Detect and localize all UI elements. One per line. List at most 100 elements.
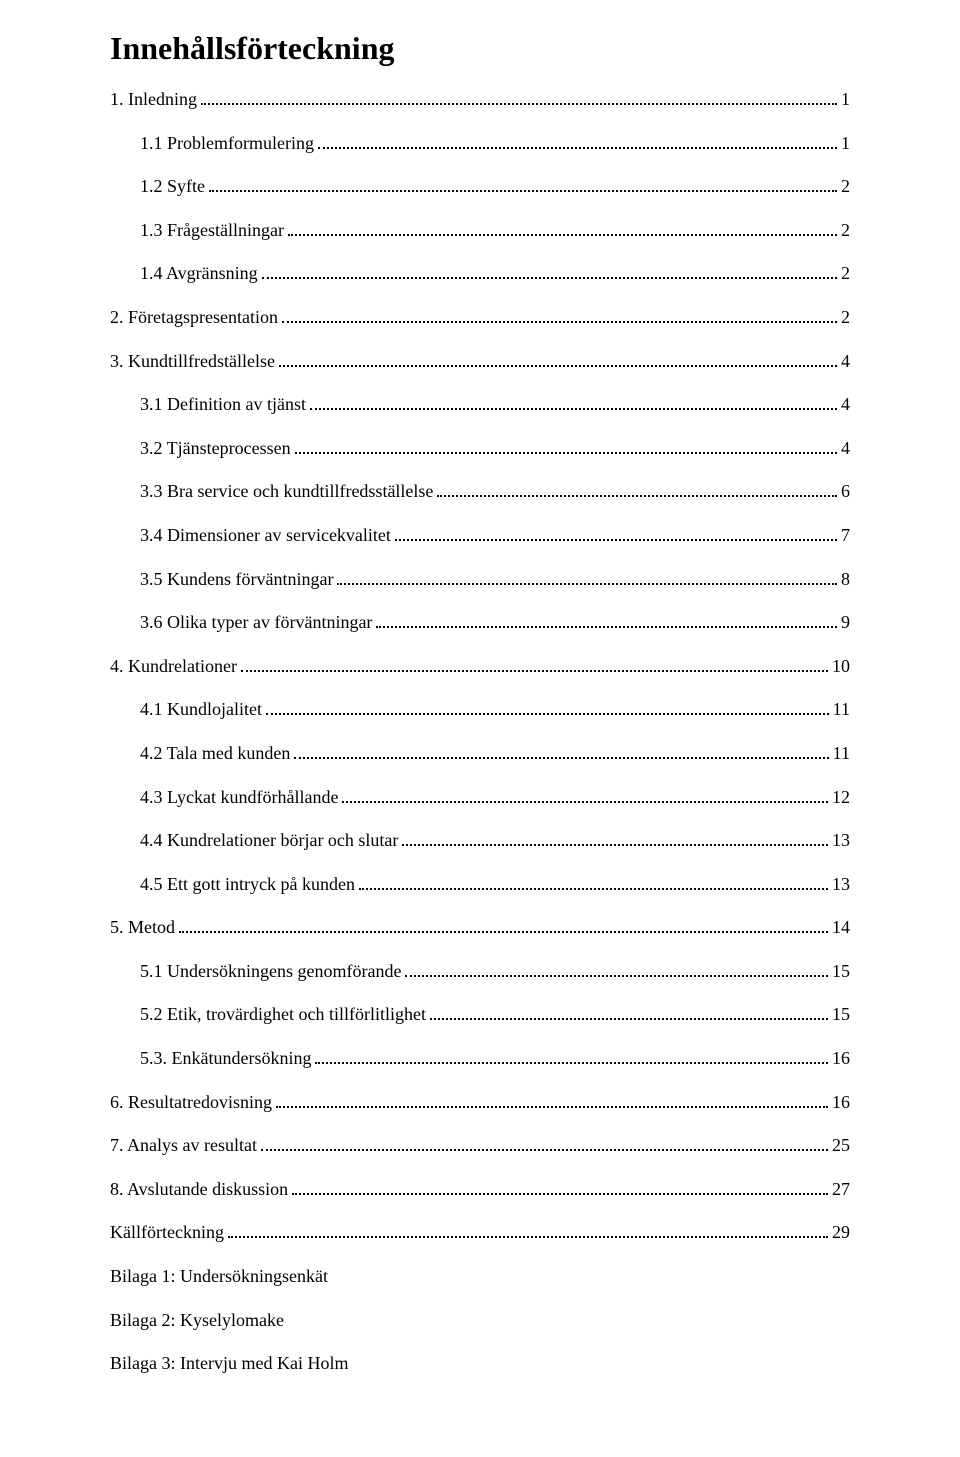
toc-entry: 5. Metod 14	[110, 917, 850, 939]
toc-entry-page: 15	[832, 1004, 850, 1026]
toc-entry-page: 29	[832, 1222, 850, 1244]
toc-entry: 1.1 Problemformulering1	[110, 133, 850, 155]
toc-entry-page: 7	[841, 525, 850, 547]
toc-leader-dots	[279, 354, 837, 367]
toc-entry-page: 2	[841, 263, 850, 285]
toc-entry-label: 4.3 Lyckat kundförhållande	[140, 787, 338, 809]
toc-entry-page: 11	[833, 699, 850, 721]
toc-entry: 7. Analys av resultat 25	[110, 1135, 850, 1157]
toc-entry-label: 3.3 Bra service och kundtillfredsställel…	[140, 481, 433, 503]
toc-entry-page: 4	[841, 394, 850, 416]
toc-entry-label: 7. Analys av resultat	[110, 1135, 257, 1157]
toc-entry: 1.2 Syfte 2	[110, 176, 850, 198]
toc-entry-page: 6	[841, 481, 850, 503]
toc-entry-label: 4.2 Tala med kunden	[140, 743, 290, 765]
toc-title: Innehållsförteckning	[110, 30, 850, 67]
toc-leader-dots	[430, 1008, 828, 1021]
toc-leader-dots	[241, 659, 828, 672]
toc-entry-page: 4	[841, 351, 850, 373]
toc-entry: 5.2 Etik, trovärdighet och tillförlitlig…	[110, 1004, 850, 1026]
toc-leader-dots	[261, 1138, 828, 1151]
toc-entry-page: 27	[832, 1179, 850, 1201]
toc-entry-page: 10	[832, 656, 850, 678]
toc-leader-dots	[318, 136, 837, 149]
toc-leader-dots	[276, 1095, 828, 1108]
toc-entry: 4.1 Kundlojalitet 11	[110, 699, 850, 721]
toc-entry: 2. Företagspresentation2	[110, 307, 850, 329]
toc-entry-page: 14	[832, 917, 850, 939]
toc-list: 1. Inledning11.1 Problemformulering11.2 …	[110, 89, 850, 1244]
toc-leader-dots	[179, 920, 828, 933]
toc-entry: 1.4 Avgränsning 2	[110, 263, 850, 285]
toc-entry: 4.5 Ett gott intryck på kunden 13	[110, 874, 850, 896]
toc-leader-dots	[288, 223, 837, 236]
toc-entry-label: 3. Kundtillfredställelse	[110, 351, 275, 373]
toc-entry-page: 9	[841, 612, 850, 634]
toc-leader-dots	[310, 397, 837, 410]
toc-entry: 8. Avslutande diskussion 27	[110, 1179, 850, 1201]
toc-entry: 3.2 Tjänsteprocessen 4	[110, 438, 850, 460]
toc-appendix-entry: Bilaga 2: Kyselylomake	[110, 1310, 850, 1332]
toc-entry-page: 15	[832, 961, 850, 983]
toc-entry-page: 4	[841, 438, 850, 460]
toc-entry-label: Källförteckning	[110, 1222, 224, 1244]
toc-leader-dots	[342, 790, 828, 803]
toc-entry-page: 2	[841, 220, 850, 242]
toc-entry-label: 5. Metod	[110, 917, 175, 939]
toc-leader-dots	[405, 964, 828, 977]
toc-entry-page: 1	[841, 133, 850, 155]
toc-leader-dots	[292, 1182, 828, 1195]
toc-entry-label: 5.1 Undersökningens genomförande	[140, 961, 401, 983]
toc-page: Innehållsförteckning 1. Inledning11.1 Pr…	[0, 0, 960, 1457]
toc-entry-label: 3.1 Definition av tjänst	[140, 394, 306, 416]
toc-entry: 4.3 Lyckat kundförhållande 12	[110, 787, 850, 809]
toc-entry-label: 3.4 Dimensioner av servicekvalitet	[140, 525, 391, 547]
toc-leader-dots	[209, 179, 837, 192]
toc-appendix-entry: Bilaga 3: Intervju med Kai Holm	[110, 1353, 850, 1375]
toc-entry-label: 5.3. Enkätundersökning	[140, 1048, 311, 1070]
toc-entry: 3. Kundtillfredställelse 4	[110, 351, 850, 373]
toc-entry-page: 13	[832, 874, 850, 896]
toc-leader-dots	[282, 310, 837, 323]
toc-entry-page: 8	[841, 569, 850, 591]
toc-entry-page: 16	[832, 1092, 850, 1114]
toc-leader-dots	[437, 485, 837, 498]
toc-entry-label: 1. Inledning	[110, 89, 197, 111]
toc-leader-dots	[395, 528, 837, 541]
toc-entry-page: 12	[832, 787, 850, 809]
toc-entry: 1. Inledning1	[110, 89, 850, 111]
toc-leader-dots	[295, 441, 837, 454]
toc-entry-label: 4.4 Kundrelationer börjar och slutar	[140, 830, 398, 852]
toc-entry-page: 13	[832, 830, 850, 852]
toc-entry: 1.3 Frågeställningar 2	[110, 220, 850, 242]
toc-entry-label: 1.4 Avgränsning	[140, 263, 258, 285]
toc-entry-label: 8. Avslutande diskussion	[110, 1179, 288, 1201]
toc-leader-dots	[266, 703, 829, 716]
toc-entry-label: 4. Kundrelationer	[110, 656, 237, 678]
toc-entry-label: 5.2 Etik, trovärdighet och tillförlitlig…	[140, 1004, 426, 1026]
toc-leader-dots	[315, 1051, 828, 1064]
toc-leader-dots	[337, 572, 837, 585]
toc-entry: 5.3. Enkätundersökning16	[110, 1048, 850, 1070]
toc-entry: Källförteckning 29	[110, 1222, 850, 1244]
toc-entry-label: 1.2 Syfte	[140, 176, 205, 198]
toc-entry: 3.6 Olika typer av förväntningar9	[110, 612, 850, 634]
toc-entry: 6. Resultatredovisning16	[110, 1092, 850, 1114]
toc-entry-label: 4.1 Kundlojalitet	[140, 699, 262, 721]
toc-entry-page: 11	[833, 743, 850, 765]
toc-leader-dots	[201, 92, 837, 105]
toc-entry-page: 2	[841, 176, 850, 198]
toc-leader-dots	[376, 615, 837, 628]
toc-entry: 4. Kundrelationer 10	[110, 656, 850, 678]
toc-entry: 5.1 Undersökningens genomförande 15	[110, 961, 850, 983]
toc-entry-label: 1.3 Frågeställningar	[140, 220, 284, 242]
toc-entry: 4.2 Tala med kunden 11	[110, 743, 850, 765]
toc-leader-dots	[262, 267, 837, 280]
toc-entry: 3.4 Dimensioner av servicekvalitet 7	[110, 525, 850, 547]
toc-entry: 4.4 Kundrelationer börjar och slutar 13	[110, 830, 850, 852]
toc-entry-label: 4.5 Ett gott intryck på kunden	[140, 874, 355, 896]
toc-entry-page: 25	[832, 1135, 850, 1157]
toc-entry-label: 3.2 Tjänsteprocessen	[140, 438, 291, 460]
toc-entry-label: 2. Företagspresentation	[110, 307, 278, 329]
toc-entry: 3.3 Bra service och kundtillfredsställel…	[110, 481, 850, 503]
